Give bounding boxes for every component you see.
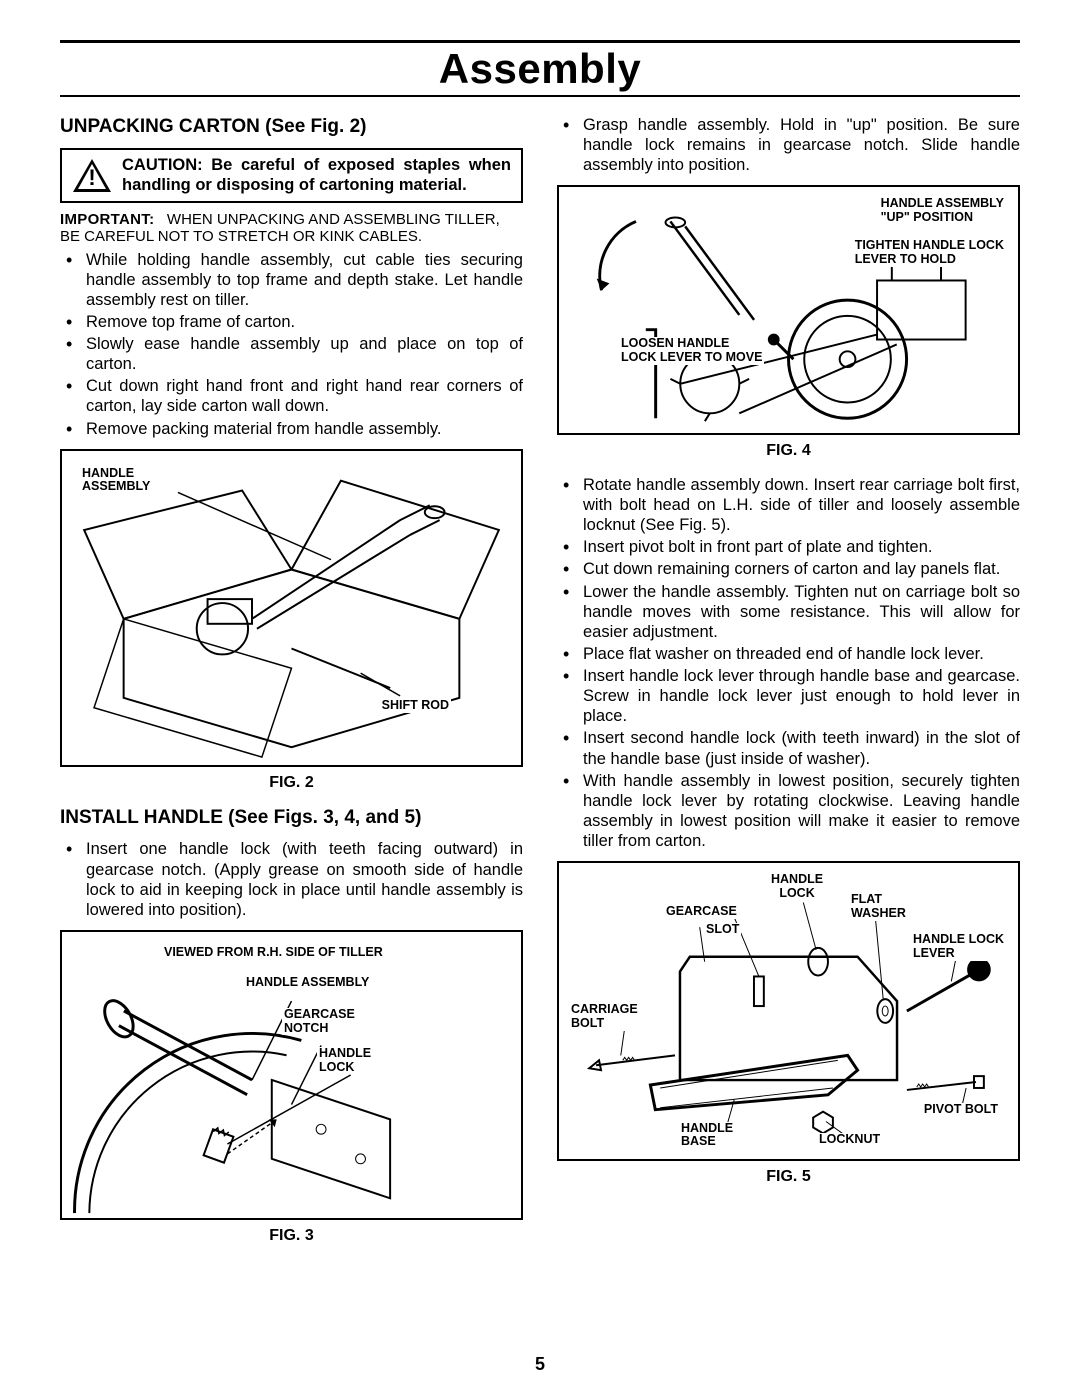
fig3-label-handle-assembly: HANDLE ASSEMBLY	[244, 976, 371, 990]
svg-text:!: !	[88, 165, 95, 190]
caution-text: CAUTION: Be careful of exposed staples w…	[122, 156, 511, 195]
list-item: Insert pivot bolt in front part of plate…	[583, 537, 1020, 557]
list-item: Cut down right hand front and right hand…	[86, 376, 523, 416]
important-label: IMPORTANT:	[60, 211, 154, 228]
figure-4: HANDLE ASSEMBLY "UP" POSITION TIGHTEN HA…	[557, 185, 1020, 435]
fig5-label-carriage-bolt: CARRIAGE BOLT	[569, 1003, 640, 1031]
list-item: Insert one handle lock (with teeth facin…	[86, 839, 523, 920]
list-item: Remove packing material from handle asse…	[86, 419, 523, 439]
list-item: With handle assembly in lowest position,…	[583, 771, 1020, 852]
fig2-label-shift-rod: SHIFT ROD	[380, 699, 451, 713]
unpacking-bullets: While holding handle assembly, cut cable…	[60, 250, 523, 439]
fig3-label-handle-lock: HANDLE LOCK	[317, 1047, 373, 1075]
fig4-label-loosen: LOOSEN HANDLE LOCK LEVER TO MOVE	[619, 337, 764, 365]
list-item: Remove top frame of carton.	[86, 312, 523, 332]
important-note: IMPORTANT: WHEN UNPACKING AND ASSEMBLING…	[60, 211, 523, 246]
fig5-label-flat-washer: FLAT WASHER	[849, 893, 908, 921]
figure-3: VIEWED FROM R.H. SIDE OF TILLER HANDLE A…	[60, 930, 523, 1220]
caution-box: ! CAUTION: Be careful of exposed staples…	[60, 148, 523, 203]
figure-2: HANDLE ASSEMBLY SHIFT ROD	[60, 449, 523, 767]
fig5-label-slot: SLOT	[704, 923, 741, 937]
list-item: Insert second handle lock (with teeth in…	[583, 728, 1020, 768]
fig2-caption: FIG. 2	[60, 773, 523, 793]
fig3-label-viewed: VIEWED FROM R.H. SIDE OF TILLER	[162, 946, 385, 960]
fig5-label-gearcase: GEARCASE	[664, 905, 739, 919]
list-item: Grasp handle assembly. Hold in "up" posi…	[583, 115, 1020, 175]
fig4-label-handle-up: HANDLE ASSEMBLY "UP" POSITION	[879, 197, 1006, 225]
list-item: Lower the handle assembly. Tighten nut o…	[583, 582, 1020, 642]
left-column: UNPACKING CARTON (See Fig. 2) ! CAUTION:…	[60, 115, 523, 1259]
install-handle-heading: INSTALL HANDLE (See Figs. 3, 4, and 5)	[60, 806, 523, 829]
unpacking-heading: UNPACKING CARTON (See Fig. 2)	[60, 115, 523, 138]
columns: UNPACKING CARTON (See Fig. 2) ! CAUTION:…	[60, 115, 1020, 1259]
list-item: While holding handle assembly, cut cable…	[86, 250, 523, 310]
figure-5: HANDLE LOCK GEARCASE FLAT WASHER SLOT HA…	[557, 861, 1020, 1161]
page: Assembly UNPACKING CARTON (See Fig. 2) !…	[0, 0, 1080, 1397]
fig5-caption: FIG. 5	[557, 1167, 1020, 1187]
right-column: Grasp handle assembly. Hold in "up" posi…	[557, 115, 1020, 1259]
list-item: Slowly ease handle assembly up and place…	[86, 334, 523, 374]
fig5-label-handle-lock-lever: HANDLE LOCK LEVER	[911, 933, 1006, 961]
right-bullets-2: Rotate handle assembly down. Insert rear…	[557, 475, 1020, 851]
fig2-label-handle-assembly: HANDLE ASSEMBLY	[80, 467, 152, 495]
fig3-caption: FIG. 3	[60, 1226, 523, 1246]
fig5-label-pivot-bolt: PIVOT BOLT	[922, 1103, 1000, 1117]
list-item: Insert handle lock lever through handle …	[583, 666, 1020, 726]
list-item: Rotate handle assembly down. Insert rear…	[583, 475, 1020, 535]
page-title: Assembly	[60, 45, 1020, 93]
page-number: 5	[0, 1354, 1080, 1375]
warning-icon: !	[70, 156, 114, 195]
fig3-label-gearcase-notch: GEARCASE NOTCH	[282, 1008, 357, 1036]
list-item: Cut down remaining corners of carton and…	[583, 559, 1020, 579]
fig4-label-tighten: TIGHTEN HANDLE LOCK LEVER TO HOLD	[853, 239, 1006, 267]
list-item: Place flat washer on threaded end of han…	[583, 644, 1020, 664]
fig5-label-handle-lock: HANDLE LOCK	[769, 873, 825, 901]
fig5-label-handle-base: HANDLE BASE	[679, 1122, 735, 1150]
rule-top	[60, 40, 1020, 43]
fig5-label-locknut: LOCKNUT	[817, 1133, 882, 1147]
rule-bottom	[60, 95, 1020, 97]
right-bullets-1: Grasp handle assembly. Hold in "up" posi…	[557, 115, 1020, 175]
fig4-caption: FIG. 4	[557, 441, 1020, 461]
install-bullets-1: Insert one handle lock (with teeth facin…	[60, 839, 523, 920]
